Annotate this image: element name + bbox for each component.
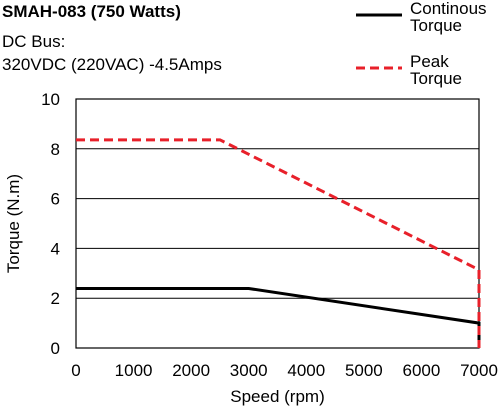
y-tick-label: 6 xyxy=(51,190,60,209)
legend-label: Torque xyxy=(410,69,462,88)
y-axis-label: Torque (N.m) xyxy=(4,174,23,273)
x-axis-label: Speed (rpm) xyxy=(230,387,324,406)
series-lines xyxy=(76,138,481,348)
chart-title: SMAH-083 (750 Watts) xyxy=(2,2,181,21)
plot-area xyxy=(75,98,480,349)
legend-label: Continous xyxy=(410,0,487,18)
y-tick-label: 0 xyxy=(51,339,60,358)
x-tick-label: 0 xyxy=(71,361,80,380)
x-tick-label: 7000 xyxy=(460,361,498,380)
x-tick-label: 3000 xyxy=(230,361,268,380)
tick-labels: 0 2 4 6 8 10 0 1000 2000 3000 4000 5000 6000 7000 xyxy=(41,90,498,380)
x-tick-label: 5000 xyxy=(345,361,383,380)
x-tick-label: 1000 xyxy=(115,361,153,380)
continuous-torque-line xyxy=(76,286,481,348)
x-tick-label: 4000 xyxy=(287,361,325,380)
y-tick-label: 10 xyxy=(41,90,60,109)
y-tick-label: 8 xyxy=(51,140,60,159)
x-tick-label: 6000 xyxy=(403,361,441,380)
x-tick-label: 2000 xyxy=(172,361,210,380)
legend-label: Torque xyxy=(410,16,462,35)
dc-bus-voltage-label: 320VDC (220VAC) -4.5Amps xyxy=(2,55,222,74)
peak-torque-line xyxy=(76,138,481,348)
y-tick-label: 4 xyxy=(51,239,60,258)
legend-label: Peak xyxy=(410,52,449,71)
dc-bus-label: DC Bus: xyxy=(2,32,66,51)
grid-lines xyxy=(76,148,479,299)
y-tick-label: 2 xyxy=(51,289,60,308)
